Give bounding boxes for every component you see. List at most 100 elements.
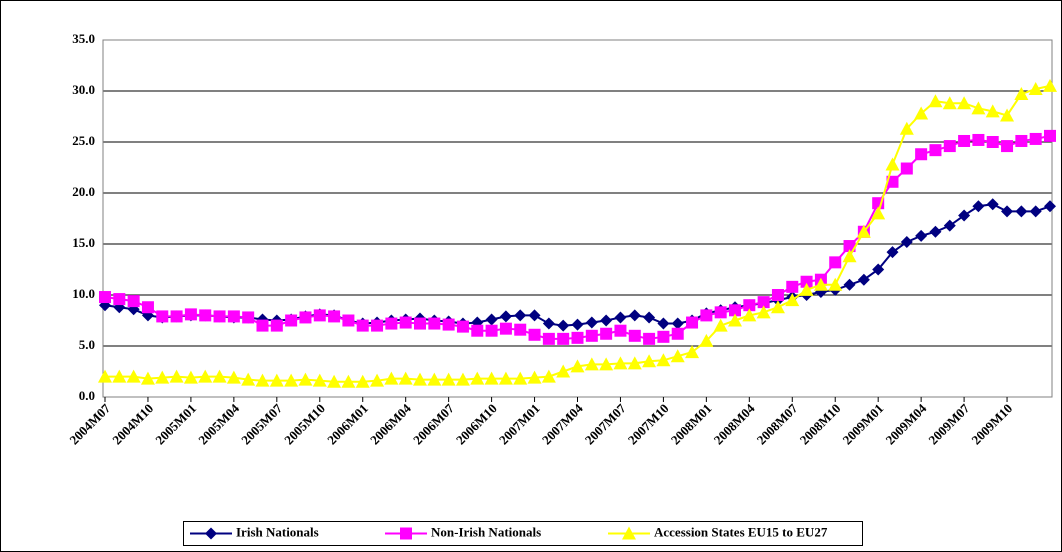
marker [985, 104, 1000, 118]
marker [400, 527, 412, 540]
marker [441, 372, 456, 386]
marker [140, 371, 155, 385]
marker [442, 318, 455, 331]
legend-label: Irish Nationals [236, 524, 319, 539]
marker [227, 310, 240, 323]
marker [385, 317, 398, 330]
marker [829, 256, 842, 269]
marker [126, 369, 141, 383]
marker [205, 527, 217, 540]
marker [972, 133, 985, 146]
marker [355, 374, 370, 388]
marker [499, 322, 512, 335]
marker [470, 371, 485, 385]
marker [255, 373, 270, 387]
marker [813, 277, 828, 291]
marker [729, 304, 741, 317]
marker [484, 371, 499, 385]
marker [600, 314, 613, 327]
marker [871, 206, 886, 220]
marker [427, 372, 442, 386]
marker [298, 372, 313, 386]
marker [742, 308, 757, 322]
marker [584, 357, 599, 371]
marker [485, 324, 498, 337]
marker [256, 319, 269, 332]
marker [685, 345, 700, 359]
marker [643, 311, 656, 324]
y-tick-label: 0.0 [79, 388, 95, 403]
marker [557, 319, 570, 332]
marker [556, 364, 571, 378]
marker [713, 318, 728, 332]
marker [156, 310, 169, 323]
marker [226, 370, 241, 384]
marker [455, 372, 470, 386]
y-tick-label: 15.0 [72, 235, 95, 250]
marker [398, 371, 413, 385]
marker [943, 140, 956, 153]
marker [542, 332, 555, 345]
marker [670, 349, 685, 363]
marker [570, 359, 585, 373]
marker [799, 282, 814, 296]
marker [313, 309, 326, 322]
legend-label: Non-Irish Nationals [431, 524, 541, 539]
marker [914, 106, 929, 120]
marker [183, 370, 198, 384]
marker [241, 372, 256, 386]
marker [842, 249, 857, 263]
marker [872, 263, 885, 276]
marker [642, 354, 657, 368]
marker [213, 310, 226, 323]
marker [657, 317, 670, 330]
marker [770, 300, 785, 314]
marker [656, 353, 671, 367]
marker [414, 317, 426, 330]
marker [915, 229, 928, 242]
marker [843, 278, 856, 291]
marker [198, 369, 213, 383]
y-tick-label: 25.0 [72, 133, 95, 148]
marker [341, 374, 356, 388]
marker [627, 356, 642, 370]
marker [184, 308, 197, 321]
marker [942, 96, 957, 110]
marker [557, 332, 570, 345]
marker [399, 316, 412, 329]
marker [1000, 108, 1015, 122]
marker [571, 331, 584, 344]
marker [169, 369, 184, 383]
marker [199, 309, 212, 322]
marker [285, 314, 298, 327]
marker [857, 273, 870, 286]
marker [1029, 205, 1042, 218]
marker [1015, 134, 1028, 147]
marker [785, 293, 800, 307]
marker [622, 526, 636, 540]
marker [1001, 205, 1014, 218]
marker [686, 316, 699, 329]
marker [971, 101, 986, 115]
marker [943, 219, 956, 232]
marker [671, 327, 684, 340]
marker [1001, 140, 1014, 153]
marker [700, 309, 713, 322]
marker [628, 329, 641, 342]
marker [428, 317, 441, 330]
marker [1029, 132, 1042, 145]
marker [485, 313, 498, 326]
marker [242, 311, 255, 324]
marker [269, 373, 284, 387]
marker [756, 305, 771, 319]
marker [270, 319, 283, 332]
marker [828, 277, 843, 291]
marker [499, 310, 512, 323]
marker [757, 296, 770, 309]
y-tick-label: 10.0 [72, 286, 95, 301]
legend-box [183, 521, 863, 546]
marker [957, 96, 972, 110]
marker [284, 373, 299, 387]
